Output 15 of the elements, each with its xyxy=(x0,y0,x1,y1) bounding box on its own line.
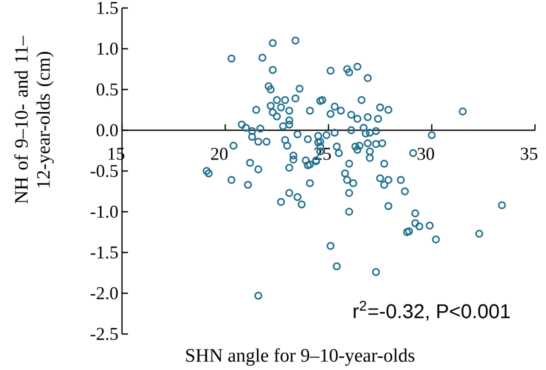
y-tick-label: -2.5 xyxy=(90,328,118,340)
x-axis-title: SHN angle for 9–10-year-olds xyxy=(186,348,414,366)
y-tick-label: -2.0 xyxy=(90,287,118,300)
y-tick-label: -1.5 xyxy=(90,246,118,259)
y-tick-label: -1.0 xyxy=(90,206,118,218)
x-tick-label: 35 xyxy=(520,148,538,160)
y-tick-label: -0.5 xyxy=(90,164,118,178)
annotation: r$^{2}$=-0.32, P<0.001 xyxy=(354,300,510,321)
y-axis-title: NH of 9–10- and 11–12-year-olds (cm) xyxy=(14,36,54,204)
y-tick-label: 0.5 xyxy=(96,83,118,96)
y-tick-label: 0.0 xyxy=(96,124,118,136)
y-tick-label: 1.5 xyxy=(98,2,118,14)
y-tick-label: 1.0 xyxy=(98,42,118,55)
x-tick-label: 30 xyxy=(418,148,434,160)
x-tick-label: 20 xyxy=(211,148,228,160)
